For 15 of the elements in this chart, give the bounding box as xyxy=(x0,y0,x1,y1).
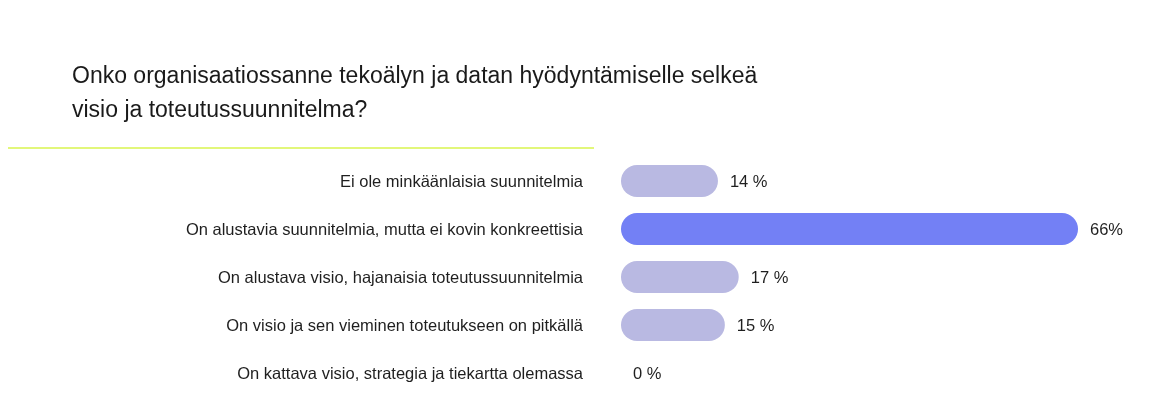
y-tick-label: On alustavia suunnitelmia, mutta ei kovin konkreettisia xyxy=(185,219,584,238)
data-label: 66% xyxy=(1090,220,1124,238)
bar xyxy=(621,309,725,341)
data-label: 17 % xyxy=(750,268,789,286)
bar xyxy=(621,165,718,197)
data-label: 14 % xyxy=(729,172,768,190)
bar xyxy=(621,261,739,293)
y-tick-label: On visio ja sen vieminen toteutukseen on pitkällä xyxy=(226,315,584,334)
bar xyxy=(621,213,1078,245)
y-tick-label: On kattava visio, strategia ja tiekartta olemassa xyxy=(237,363,584,382)
y-tick-label: Ei ole minkäänlaisia suunnitelmia xyxy=(339,171,584,190)
text: Onko organisaatiossanne tekoälyn ja datan hyödyntämiselle selkeä visio ja toteutussuunnitelma? xyxy=(72,61,759,124)
data-label: 15 % xyxy=(736,316,775,334)
y-tick-label: On alustava visio, hajanaisia toteutussuunnitelmia xyxy=(217,267,584,286)
data-label: 0 % xyxy=(633,364,662,382)
